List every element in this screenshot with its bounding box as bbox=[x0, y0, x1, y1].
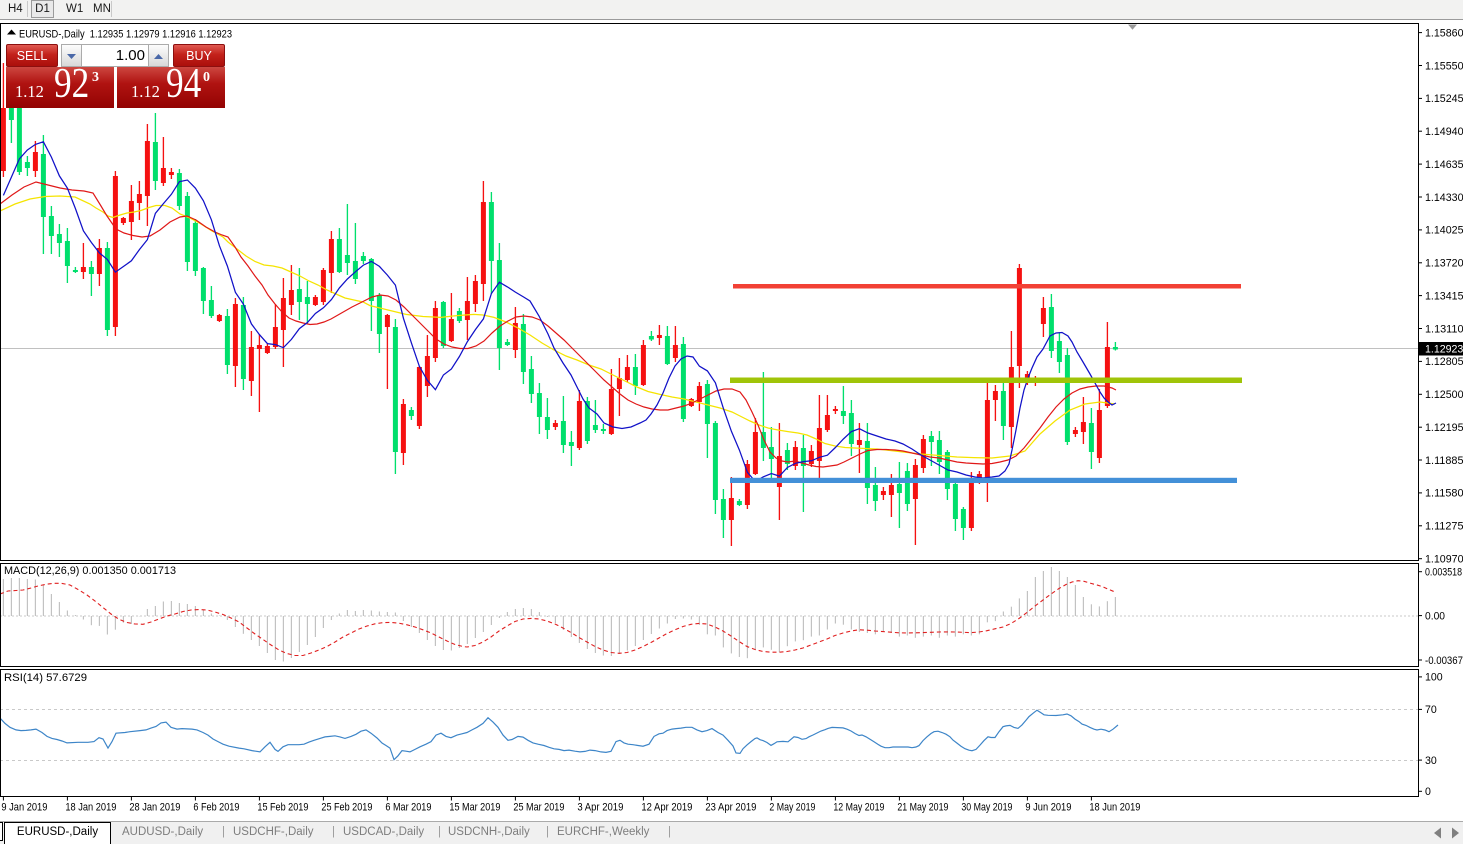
svg-text:2 May 2019: 2 May 2019 bbox=[769, 802, 815, 814]
svg-text:70: 70 bbox=[1425, 704, 1437, 716]
svg-text:15 Feb 2019: 15 Feb 2019 bbox=[257, 802, 308, 814]
svg-text:18 Jun 2019: 18 Jun 2019 bbox=[1089, 802, 1140, 814]
svg-text:1.10970: 1.10970 bbox=[1425, 554, 1463, 566]
svg-text:25 Feb 2019: 25 Feb 2019 bbox=[321, 802, 372, 814]
svg-text:28 Jan 2019: 28 Jan 2019 bbox=[129, 802, 180, 814]
svg-text:6 Mar 2019: 6 Mar 2019 bbox=[385, 802, 431, 814]
svg-text:15 Mar 2019: 15 Mar 2019 bbox=[449, 802, 500, 814]
svg-text:9 Jan 2019: 9 Jan 2019 bbox=[1, 802, 47, 814]
svg-text:30: 30 bbox=[1425, 755, 1437, 767]
svg-text:1.12195: 1.12195 bbox=[1425, 422, 1463, 434]
svg-text:1.15550: 1.15550 bbox=[1425, 60, 1463, 72]
svg-text:21 May 2019: 21 May 2019 bbox=[897, 802, 948, 814]
svg-text:1.14635: 1.14635 bbox=[1425, 159, 1463, 171]
svg-text:1.11580: 1.11580 bbox=[1425, 488, 1463, 500]
svg-text:-0.00367: -0.00367 bbox=[1425, 655, 1463, 667]
svg-text:9 Jun 2019: 9 Jun 2019 bbox=[1025, 802, 1071, 814]
svg-text:EURUSD-,Daily 1.12935 1.12979: EURUSD-,Daily 1.12935 1.12979 1.12916 1.… bbox=[19, 28, 232, 40]
svg-text:1.11885: 1.11885 bbox=[1425, 455, 1463, 467]
svg-text:3 Apr 2019: 3 Apr 2019 bbox=[577, 802, 623, 814]
svg-text:100: 100 bbox=[1425, 672, 1443, 684]
svg-text:12 May 2019: 12 May 2019 bbox=[833, 802, 884, 814]
svg-text:12 Apr 2019: 12 Apr 2019 bbox=[641, 802, 692, 814]
svg-text:1.12923: 1.12923 bbox=[1425, 344, 1463, 356]
svg-text:1.13720: 1.13720 bbox=[1425, 258, 1463, 270]
svg-text:1.14940: 1.14940 bbox=[1425, 126, 1463, 138]
svg-text:1.15860: 1.15860 bbox=[1425, 27, 1463, 39]
svg-text:1.13415: 1.13415 bbox=[1425, 290, 1463, 302]
svg-text:MACD(12,26,9) 0.001350 0.00171: MACD(12,26,9) 0.001350 0.001713 bbox=[4, 565, 176, 577]
svg-text:RSI(14) 57.6729: RSI(14) 57.6729 bbox=[4, 672, 87, 684]
svg-text:30 May 2019: 30 May 2019 bbox=[961, 802, 1012, 814]
svg-text:1.11275: 1.11275 bbox=[1425, 521, 1463, 533]
svg-text:0.00: 0.00 bbox=[1425, 610, 1445, 622]
svg-text:23 Apr 2019: 23 Apr 2019 bbox=[705, 802, 756, 814]
svg-text:25 Mar 2019: 25 Mar 2019 bbox=[513, 802, 564, 814]
svg-text:1.14025: 1.14025 bbox=[1425, 225, 1463, 237]
svg-text:6 Feb 2019: 6 Feb 2019 bbox=[193, 802, 239, 814]
svg-text:1.13110: 1.13110 bbox=[1425, 323, 1463, 335]
svg-text:1.12500: 1.12500 bbox=[1425, 389, 1463, 401]
svg-text:0: 0 bbox=[1425, 786, 1431, 798]
svg-text:1.15245: 1.15245 bbox=[1425, 93, 1463, 105]
svg-text:1.12805: 1.12805 bbox=[1425, 356, 1463, 368]
svg-text:0.003518: 0.003518 bbox=[1425, 567, 1462, 579]
svg-text:1.14330: 1.14330 bbox=[1425, 192, 1463, 204]
svg-text:18 Jan 2019: 18 Jan 2019 bbox=[65, 802, 116, 814]
